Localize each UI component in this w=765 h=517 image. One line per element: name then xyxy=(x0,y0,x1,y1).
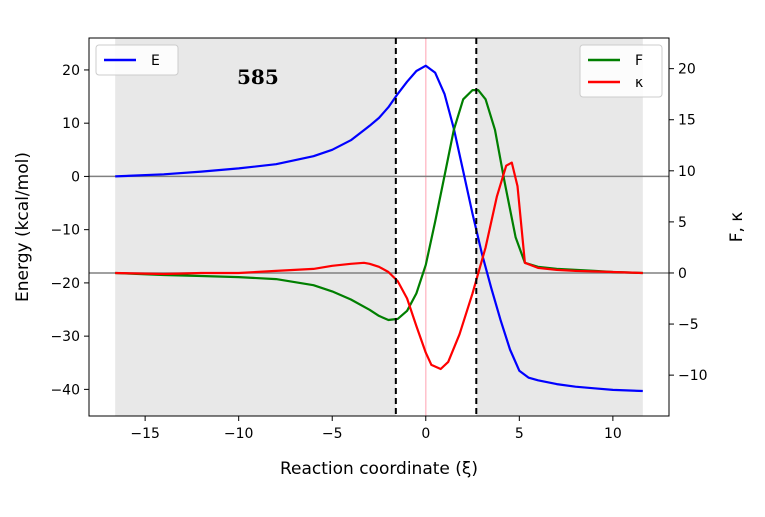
legend-box-0 xyxy=(95,44,179,76)
legend-label-1-0: F xyxy=(635,53,643,69)
legend-label-1-1: κ xyxy=(635,75,643,91)
annotation-label: 585 xyxy=(237,65,279,89)
x-tick-label-2: −5 xyxy=(322,426,343,442)
x-tick-label-1: −10 xyxy=(224,426,254,442)
y-tick-label-6: −40 xyxy=(50,382,80,398)
y-tick-label-1: 10 xyxy=(62,116,80,132)
shaded-region-0 xyxy=(115,38,396,416)
legend-label-0-0: E xyxy=(151,53,160,69)
series-line-2 xyxy=(115,161,643,371)
x-tick-label-4: 5 xyxy=(515,426,524,442)
legend-box-1 xyxy=(579,44,663,98)
y-tick-label-3: −10 xyxy=(50,223,80,239)
y2-tick-label-4: 0 xyxy=(678,266,687,282)
y2-tick-label-2: 10 xyxy=(678,164,696,180)
y2-tick-label-1: 15 xyxy=(678,113,696,129)
y2-tick-label-3: 5 xyxy=(678,215,687,231)
y-axis-label: Energy (kcal/mol) xyxy=(13,152,33,302)
x-tick-label-0: −15 xyxy=(130,426,160,442)
y-tick-label-0: 20 xyxy=(62,63,80,79)
series-line-0 xyxy=(115,64,643,393)
x-axis-label: Reaction coordinate (ξ) xyxy=(280,459,478,479)
y-tick-label-4: −20 xyxy=(50,276,80,292)
y2-tick-label-6: −10 xyxy=(678,368,708,384)
x-tick-label-5: 10 xyxy=(604,426,622,442)
y2-tick-label-5: −5 xyxy=(678,317,699,333)
y2-axis-label: F, κ xyxy=(727,212,747,243)
y2-tick-label-0: 20 xyxy=(678,62,696,78)
plot-area xyxy=(89,38,669,416)
plot-frame xyxy=(88,37,670,417)
shaded-region-1 xyxy=(476,38,643,416)
x-tick-label-3: 0 xyxy=(421,426,430,442)
y-tick-label-2: 0 xyxy=(71,169,80,185)
y-tick-label-5: −30 xyxy=(50,329,80,345)
